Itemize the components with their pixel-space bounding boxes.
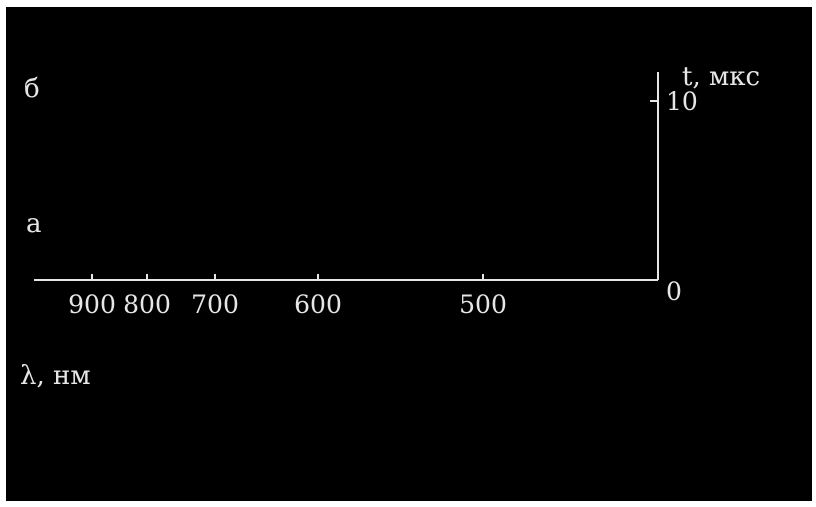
x-axis-label: λ, нм xyxy=(20,361,91,391)
x-tick-label-2: 700 xyxy=(191,290,239,319)
x-tick-label-3: 600 xyxy=(294,290,342,319)
x-tick-label-4: 500 xyxy=(459,290,507,319)
y-tick-label-1: 10 xyxy=(666,87,698,116)
x-tick-label-1: 800 xyxy=(123,290,171,319)
y-tick-label-0: 0 xyxy=(666,277,682,306)
panel-label-b: б xyxy=(24,74,40,104)
x-ticks: 900 800 700 600 500 xyxy=(68,274,507,319)
y-ticks: 0 10 xyxy=(650,87,698,306)
x-tick-label-0: 900 xyxy=(68,290,116,319)
plot-background xyxy=(6,7,812,501)
panel-label-a: а xyxy=(26,209,42,239)
y-axis-label: t, мкс xyxy=(682,62,761,92)
